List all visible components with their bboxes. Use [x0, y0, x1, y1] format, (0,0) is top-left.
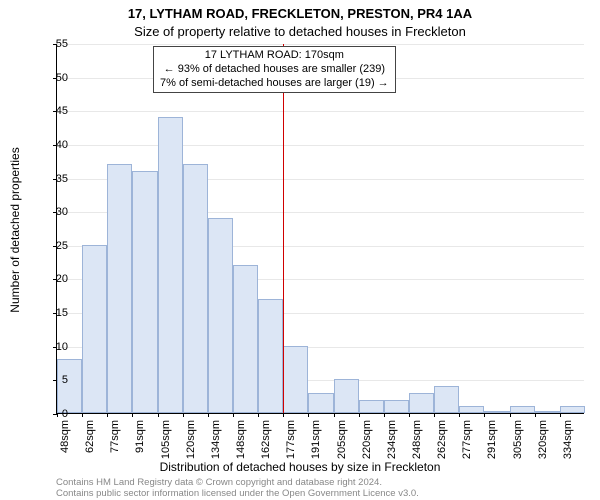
histogram-bar	[434, 386, 459, 413]
ytick-label: 20	[38, 273, 68, 285]
xtick-label: 334sqm	[562, 420, 574, 459]
ytick-label: 35	[38, 173, 68, 185]
xtick-label: 291sqm	[486, 420, 498, 459]
ytick-label: 30	[38, 206, 68, 218]
xtick-label: 62sqm	[84, 420, 96, 453]
xtick-label: 177sqm	[285, 420, 297, 459]
xtick-mark	[158, 413, 159, 417]
xtick-label: 148sqm	[235, 420, 247, 459]
title-subtitle: Size of property relative to detached ho…	[0, 24, 600, 39]
xtick-mark	[183, 413, 184, 417]
xtick-label: 191sqm	[310, 420, 322, 459]
x-axis-label: Distribution of detached houses by size …	[0, 460, 600, 474]
histogram-bar	[560, 406, 585, 413]
histogram-bar	[334, 379, 359, 413]
xtick-label: 134sqm	[210, 420, 222, 459]
histogram-bar	[484, 411, 509, 413]
annotation-line: 7% of semi-detached houses are larger (1…	[160, 77, 389, 91]
annotation-line: ← 93% of detached houses are smaller (23…	[160, 63, 389, 77]
gridline	[57, 145, 584, 146]
xtick-label: 77sqm	[109, 420, 121, 453]
y-axis-label: Number of detached properties	[8, 147, 22, 312]
xtick-label: 105sqm	[160, 420, 172, 459]
histogram-bar	[183, 164, 208, 413]
ytick-label: 0	[38, 408, 68, 420]
reference-line	[283, 44, 284, 413]
xtick-mark	[409, 413, 410, 417]
xtick-mark	[334, 413, 335, 417]
xtick-label: 220sqm	[361, 420, 373, 459]
histogram-bar	[283, 346, 308, 413]
histogram-bar	[510, 406, 535, 413]
xtick-label: 162sqm	[260, 420, 272, 459]
xtick-mark	[233, 413, 234, 417]
histogram-bar	[308, 393, 333, 413]
ytick-label: 5	[38, 374, 68, 386]
footer-licence: Contains public sector information licen…	[56, 488, 419, 499]
footer-copyright: Contains HM Land Registry data © Crown c…	[56, 477, 382, 488]
plot-area: 17 LYTHAM ROAD: 170sqm← 93% of detached …	[56, 44, 584, 414]
histogram-bar	[208, 218, 233, 413]
xtick-label: 248sqm	[411, 420, 423, 459]
histogram-bar	[535, 411, 560, 413]
ytick-label: 25	[38, 240, 68, 252]
xtick-label: 320sqm	[537, 420, 549, 459]
xtick-mark	[208, 413, 209, 417]
xtick-mark	[560, 413, 561, 417]
xtick-mark	[308, 413, 309, 417]
xtick-label: 205sqm	[336, 420, 348, 459]
xtick-mark	[434, 413, 435, 417]
xtick-label: 234sqm	[386, 420, 398, 459]
xtick-mark	[459, 413, 460, 417]
histogram-bar	[359, 400, 384, 413]
xtick-label: 305sqm	[512, 420, 524, 459]
annotation-line: 17 LYTHAM ROAD: 170sqm	[160, 49, 389, 63]
xtick-label: 91sqm	[134, 420, 146, 453]
histogram-bar	[258, 299, 283, 413]
histogram-bar	[107, 164, 132, 413]
histogram-bar	[158, 117, 183, 413]
histogram-bar	[409, 393, 434, 413]
xtick-mark	[107, 413, 108, 417]
xtick-label: 120sqm	[185, 420, 197, 459]
gridline	[57, 44, 584, 45]
histogram-bar	[459, 406, 484, 413]
annotation-box: 17 LYTHAM ROAD: 170sqm← 93% of detached …	[153, 46, 396, 93]
histogram-bar	[132, 171, 157, 413]
histogram-bar	[384, 400, 409, 413]
xtick-label: 262sqm	[436, 420, 448, 459]
gridline	[57, 111, 584, 112]
title-address: 17, LYTHAM ROAD, FRECKLETON, PRESTON, PR…	[0, 6, 600, 21]
xtick-mark	[82, 413, 83, 417]
ytick-label: 40	[38, 139, 68, 151]
ytick-label: 55	[38, 38, 68, 50]
xtick-mark	[384, 413, 385, 417]
ytick-label: 15	[38, 307, 68, 319]
histogram-bar	[82, 245, 107, 413]
ytick-label: 10	[38, 341, 68, 353]
xtick-label: 277sqm	[461, 420, 473, 459]
xtick-mark	[258, 413, 259, 417]
xtick-mark	[359, 413, 360, 417]
ytick-label: 50	[38, 72, 68, 84]
histogram-bar	[233, 265, 258, 413]
xtick-mark	[283, 413, 284, 417]
xtick-mark	[132, 413, 133, 417]
xtick-label: 48sqm	[59, 420, 71, 453]
xtick-mark	[484, 413, 485, 417]
ytick-label: 45	[38, 105, 68, 117]
xtick-mark	[535, 413, 536, 417]
xtick-mark	[510, 413, 511, 417]
